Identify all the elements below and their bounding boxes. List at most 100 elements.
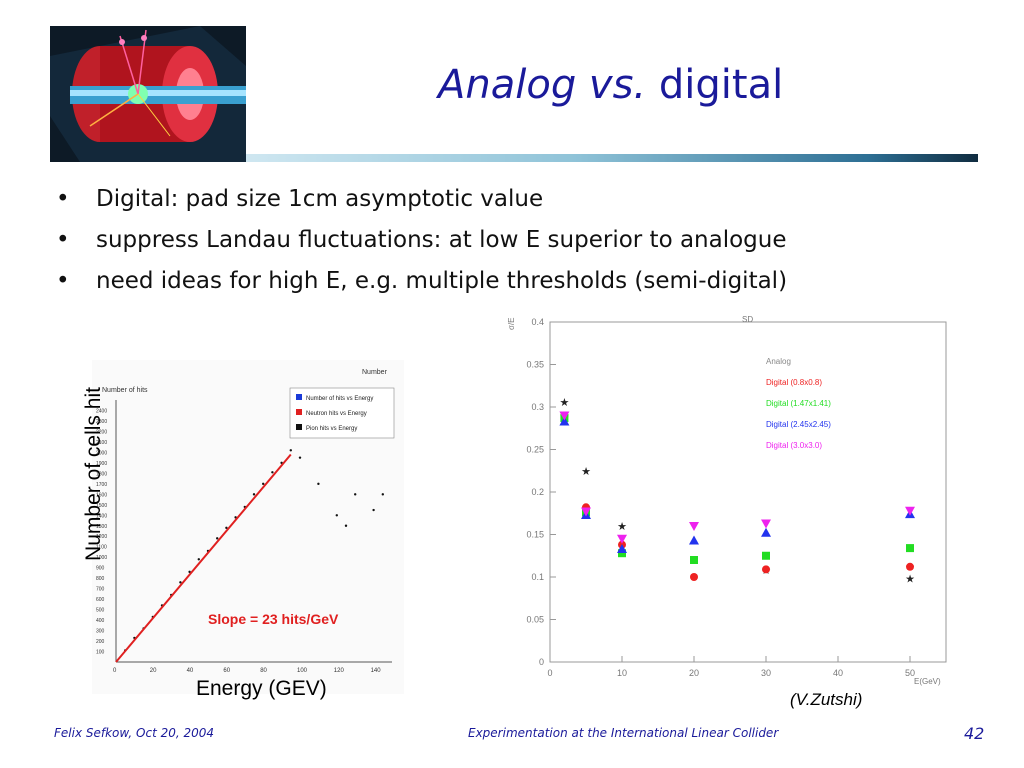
scatter-point [354, 493, 357, 496]
slide-title: Analog vs. digital [438, 62, 783, 108]
scatter-point [372, 508, 375, 512]
bullet-text: suppress Landau fluctuations: at low E s… [96, 227, 787, 253]
fit-line [115, 453, 292, 663]
x-tick-label: 30 [761, 668, 771, 678]
legend-swatch-red [296, 409, 302, 415]
y-tick-label: 1400 [96, 513, 107, 519]
corner-label: Number [362, 369, 388, 376]
scatter-point [317, 482, 320, 486]
legend-label: Number of hits vs Energy [306, 396, 373, 402]
marker-circle [762, 565, 770, 574]
y-tick-label: 0.3 [531, 402, 544, 412]
marker-triangle-up [559, 416, 570, 426]
y-tick-label: 1500 [96, 503, 107, 509]
x-tick-label: 60 [223, 668, 230, 674]
title-italic-part: Analog vs. [438, 62, 647, 108]
y-tick-label: 0.2 [531, 487, 544, 497]
y-tick-label: 0.05 [526, 615, 544, 625]
y-tick-label: 0.25 [526, 445, 544, 455]
marker-star: ★ [559, 396, 569, 409]
y-tick-label: 1800 [96, 471, 107, 477]
marker-star: ★ [617, 520, 627, 533]
detector-logo-image [50, 26, 246, 162]
marker-circle [906, 562, 914, 571]
bullet-item: • suppress Landau fluctuations: at low E … [56, 227, 787, 268]
plot-frame [549, 321, 947, 663]
marker-circle [690, 573, 698, 581]
y-tick-label: 2300 [96, 419, 107, 425]
y-tick-label: 0 [539, 657, 544, 667]
axis-ticks: 0 0.05 0.1 0.15 0.2 0.25 0.3 0.35 0.4 0 10 20 30 40 50 [526, 317, 915, 678]
legend-label: Pion hits vs Energy [306, 426, 357, 432]
scatter-point [197, 558, 200, 561]
marker-star: ★ [905, 573, 915, 586]
y-tick-label: 100 [96, 650, 105, 656]
resolution-vs-energy-plot: SD σ/E E(GeV) 0 0.05 0.1 0.15 0.2 0.25 0.3 0.35… [507, 315, 947, 686]
x-tick-label: 0 [547, 668, 552, 678]
scatter-point [216, 537, 219, 540]
scatter-point [335, 514, 338, 517]
y-tick-label: 2400 [96, 408, 107, 414]
scatter-point [271, 471, 274, 474]
footer-author: Felix Sefkow, Oct 20, 2004 [54, 726, 215, 740]
marker-triangle-up [617, 543, 627, 553]
page-number: 42 [964, 724, 985, 743]
plot-legend: Analog Digital (0.8x0.8) Digital (1.47x1.4… [766, 357, 831, 450]
y-tick-label: 200 [96, 639, 105, 645]
y-tick-label: 800 [96, 576, 105, 582]
bullet-list: • Digital: pad size 1cm asymptotic value … [56, 186, 787, 309]
cells-hit-plot-svg: Number of hits Number Number of hits vs … [92, 360, 404, 694]
marker-triangle-up [689, 535, 699, 545]
x-tick-label: 50 [905, 668, 915, 678]
y-tick-label: 1100 [96, 545, 107, 551]
y-tick-label: 1200 [96, 534, 107, 540]
y-axis-title: σ/E [507, 318, 516, 331]
plot-title: SD [742, 315, 753, 324]
y-tick-label: 0.15 [526, 530, 544, 540]
x-tick-label: 120 [334, 668, 345, 674]
y-tick-label: 300 [96, 629, 105, 635]
x-axis-title: E(GeV) [914, 677, 941, 686]
marker-triangle-down [559, 411, 570, 421]
title-divider [246, 154, 978, 162]
y-tick-label: 0.4 [531, 317, 544, 327]
data-markers: ★★★★★ [559, 396, 915, 586]
slope-annotation: Slope = 23 hits/GeV [208, 611, 339, 627]
inner-y-axis-label: Number of hits [102, 387, 148, 394]
y-tick-label: 1600 [96, 492, 107, 498]
plot-legend: Number of hits vs Energy Neutron hits vs… [289, 387, 395, 439]
bullet-dot-icon: • [56, 186, 70, 212]
scatter-point [298, 456, 302, 459]
legend-entry: Digital (2.45x2.45) [766, 420, 831, 429]
bullet-dot-icon: • [56, 227, 70, 253]
marker-triangle-down [581, 507, 591, 517]
marker-square [906, 544, 914, 553]
x-tick-label: 20 [689, 668, 699, 678]
footer-title: Experimentation at the International Lin… [468, 726, 779, 740]
x-tick-label: 80 [260, 668, 267, 674]
credit-text: (V.Zutshi) [790, 690, 863, 709]
y-tick-label: 0.1 [531, 572, 544, 582]
y-tick-label: 400 [96, 618, 105, 624]
legend-entry: Digital (3.0x3.0) [766, 441, 822, 450]
title-main-part: digital [658, 62, 784, 108]
bullet-text: need ideas for high E, e.g. multiple thr… [96, 268, 788, 294]
scatter-point [179, 581, 182, 584]
scatter-point [289, 449, 292, 452]
marker-square [690, 556, 698, 564]
x-axis-label: Energy (GEV) [196, 677, 327, 700]
y-tick-label: 500 [96, 608, 105, 614]
marker-triangle-down [761, 519, 771, 529]
x-tick-label: 40 [833, 668, 843, 678]
marker-triangle-up [761, 527, 771, 537]
y-tick-label: 1000 [96, 555, 107, 561]
cells-hit-vs-energy-plot: Number of hits Number Number of hits vs … [92, 360, 404, 694]
x-tick-label: 0 [113, 668, 117, 674]
x-tick-label: 40 [187, 668, 194, 674]
marker-triangle-down [617, 534, 627, 544]
scatter-point [344, 524, 348, 527]
marker-triangle-down [905, 506, 915, 516]
y-tick-label: 0.35 [526, 360, 544, 370]
marker-square [618, 549, 626, 558]
marker-square [762, 551, 770, 560]
